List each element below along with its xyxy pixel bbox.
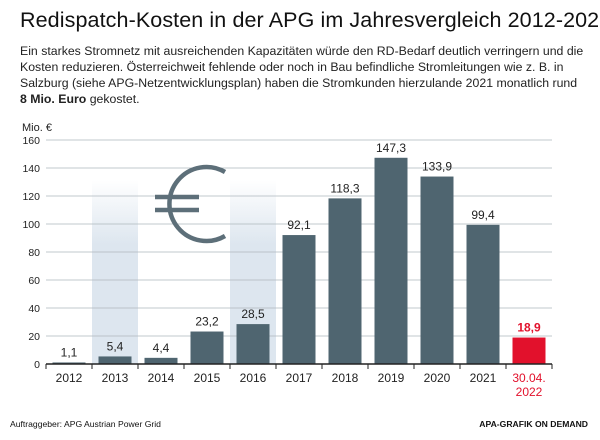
- bar: [420, 176, 454, 364]
- category-label: 2017: [286, 371, 313, 385]
- bar: [52, 362, 86, 364]
- subtitle-text: Ein starkes Stromnetz mit ausreichenden …: [20, 44, 584, 90]
- source-credit: APA-GRAFIK ON DEMAND: [479, 419, 588, 429]
- category-label: 2018: [332, 371, 359, 385]
- background-band: [92, 180, 138, 364]
- y-axis-label: Mio. €: [22, 122, 52, 134]
- category-label: 2019: [378, 371, 405, 385]
- bar: [98, 356, 132, 364]
- x-axis: [45, 363, 553, 369]
- subtitle-text-end: gekostet.: [86, 92, 140, 106]
- data-label: 118,3: [330, 181, 359, 195]
- y-tick-label: 160: [22, 135, 40, 147]
- value-labels: 1,1 5,4 4,4 23,2 28,5 92,1 118,3 147,3 133,9 99,4…: [61, 141, 541, 360]
- y-tick-label: 40: [28, 303, 40, 315]
- y-tick-label: 60: [28, 275, 40, 287]
- chart-subtitle: Ein starkes Stromnetz mit ausreichenden …: [20, 43, 585, 107]
- bar: [374, 157, 408, 364]
- category-label: 2014: [148, 371, 175, 385]
- subtitle-highlight: 8 Mio. Euro: [20, 92, 87, 106]
- bar: [466, 224, 500, 364]
- data-label: 4,4: [153, 341, 170, 355]
- y-tick-label: 120: [22, 191, 40, 203]
- y-tick-label: 80: [28, 247, 40, 259]
- data-label: 23,2: [195, 315, 219, 329]
- bars: [52, 157, 546, 364]
- data-label: 5,4: [107, 339, 124, 353]
- data-label: 147,3: [376, 141, 406, 155]
- category-labels: 2012 2013 2014 2015 2016 2017 2018 2019 2020 2021…: [56, 371, 546, 399]
- bar: [190, 331, 224, 364]
- chart-title: Redispatch-Kosten in der APG im Jahresve…: [20, 8, 600, 32]
- bar-highlight: [512, 337, 546, 364]
- y-tick-label: 0: [34, 359, 40, 371]
- category-label: 2012: [56, 371, 83, 385]
- bar: [282, 235, 316, 364]
- y-tick-label: 140: [22, 163, 40, 175]
- y-tick-label: 20: [28, 331, 40, 343]
- data-label: 133,9: [422, 160, 452, 174]
- category-label: 2021: [470, 371, 497, 385]
- category-label: 2015: [194, 371, 221, 385]
- data-label: 92,1: [287, 218, 311, 232]
- data-label: 1,1: [61, 345, 78, 359]
- y-tick-label: 100: [22, 219, 40, 231]
- data-label: 28,5: [241, 307, 265, 321]
- euro-icon: [155, 164, 227, 244]
- category-label: 2016: [240, 371, 267, 385]
- bar: [236, 324, 270, 364]
- category-label: 2013: [102, 371, 129, 385]
- bar: [144, 357, 178, 364]
- category-label: 2020: [424, 371, 451, 385]
- data-label: 99,4: [471, 208, 495, 222]
- bar: [328, 198, 362, 364]
- data-label: 18,9: [517, 321, 541, 335]
- category-label: 30.04. 2022: [512, 371, 545, 399]
- client-credit: Auftraggeber: APG Austrian Power Grid: [10, 419, 161, 429]
